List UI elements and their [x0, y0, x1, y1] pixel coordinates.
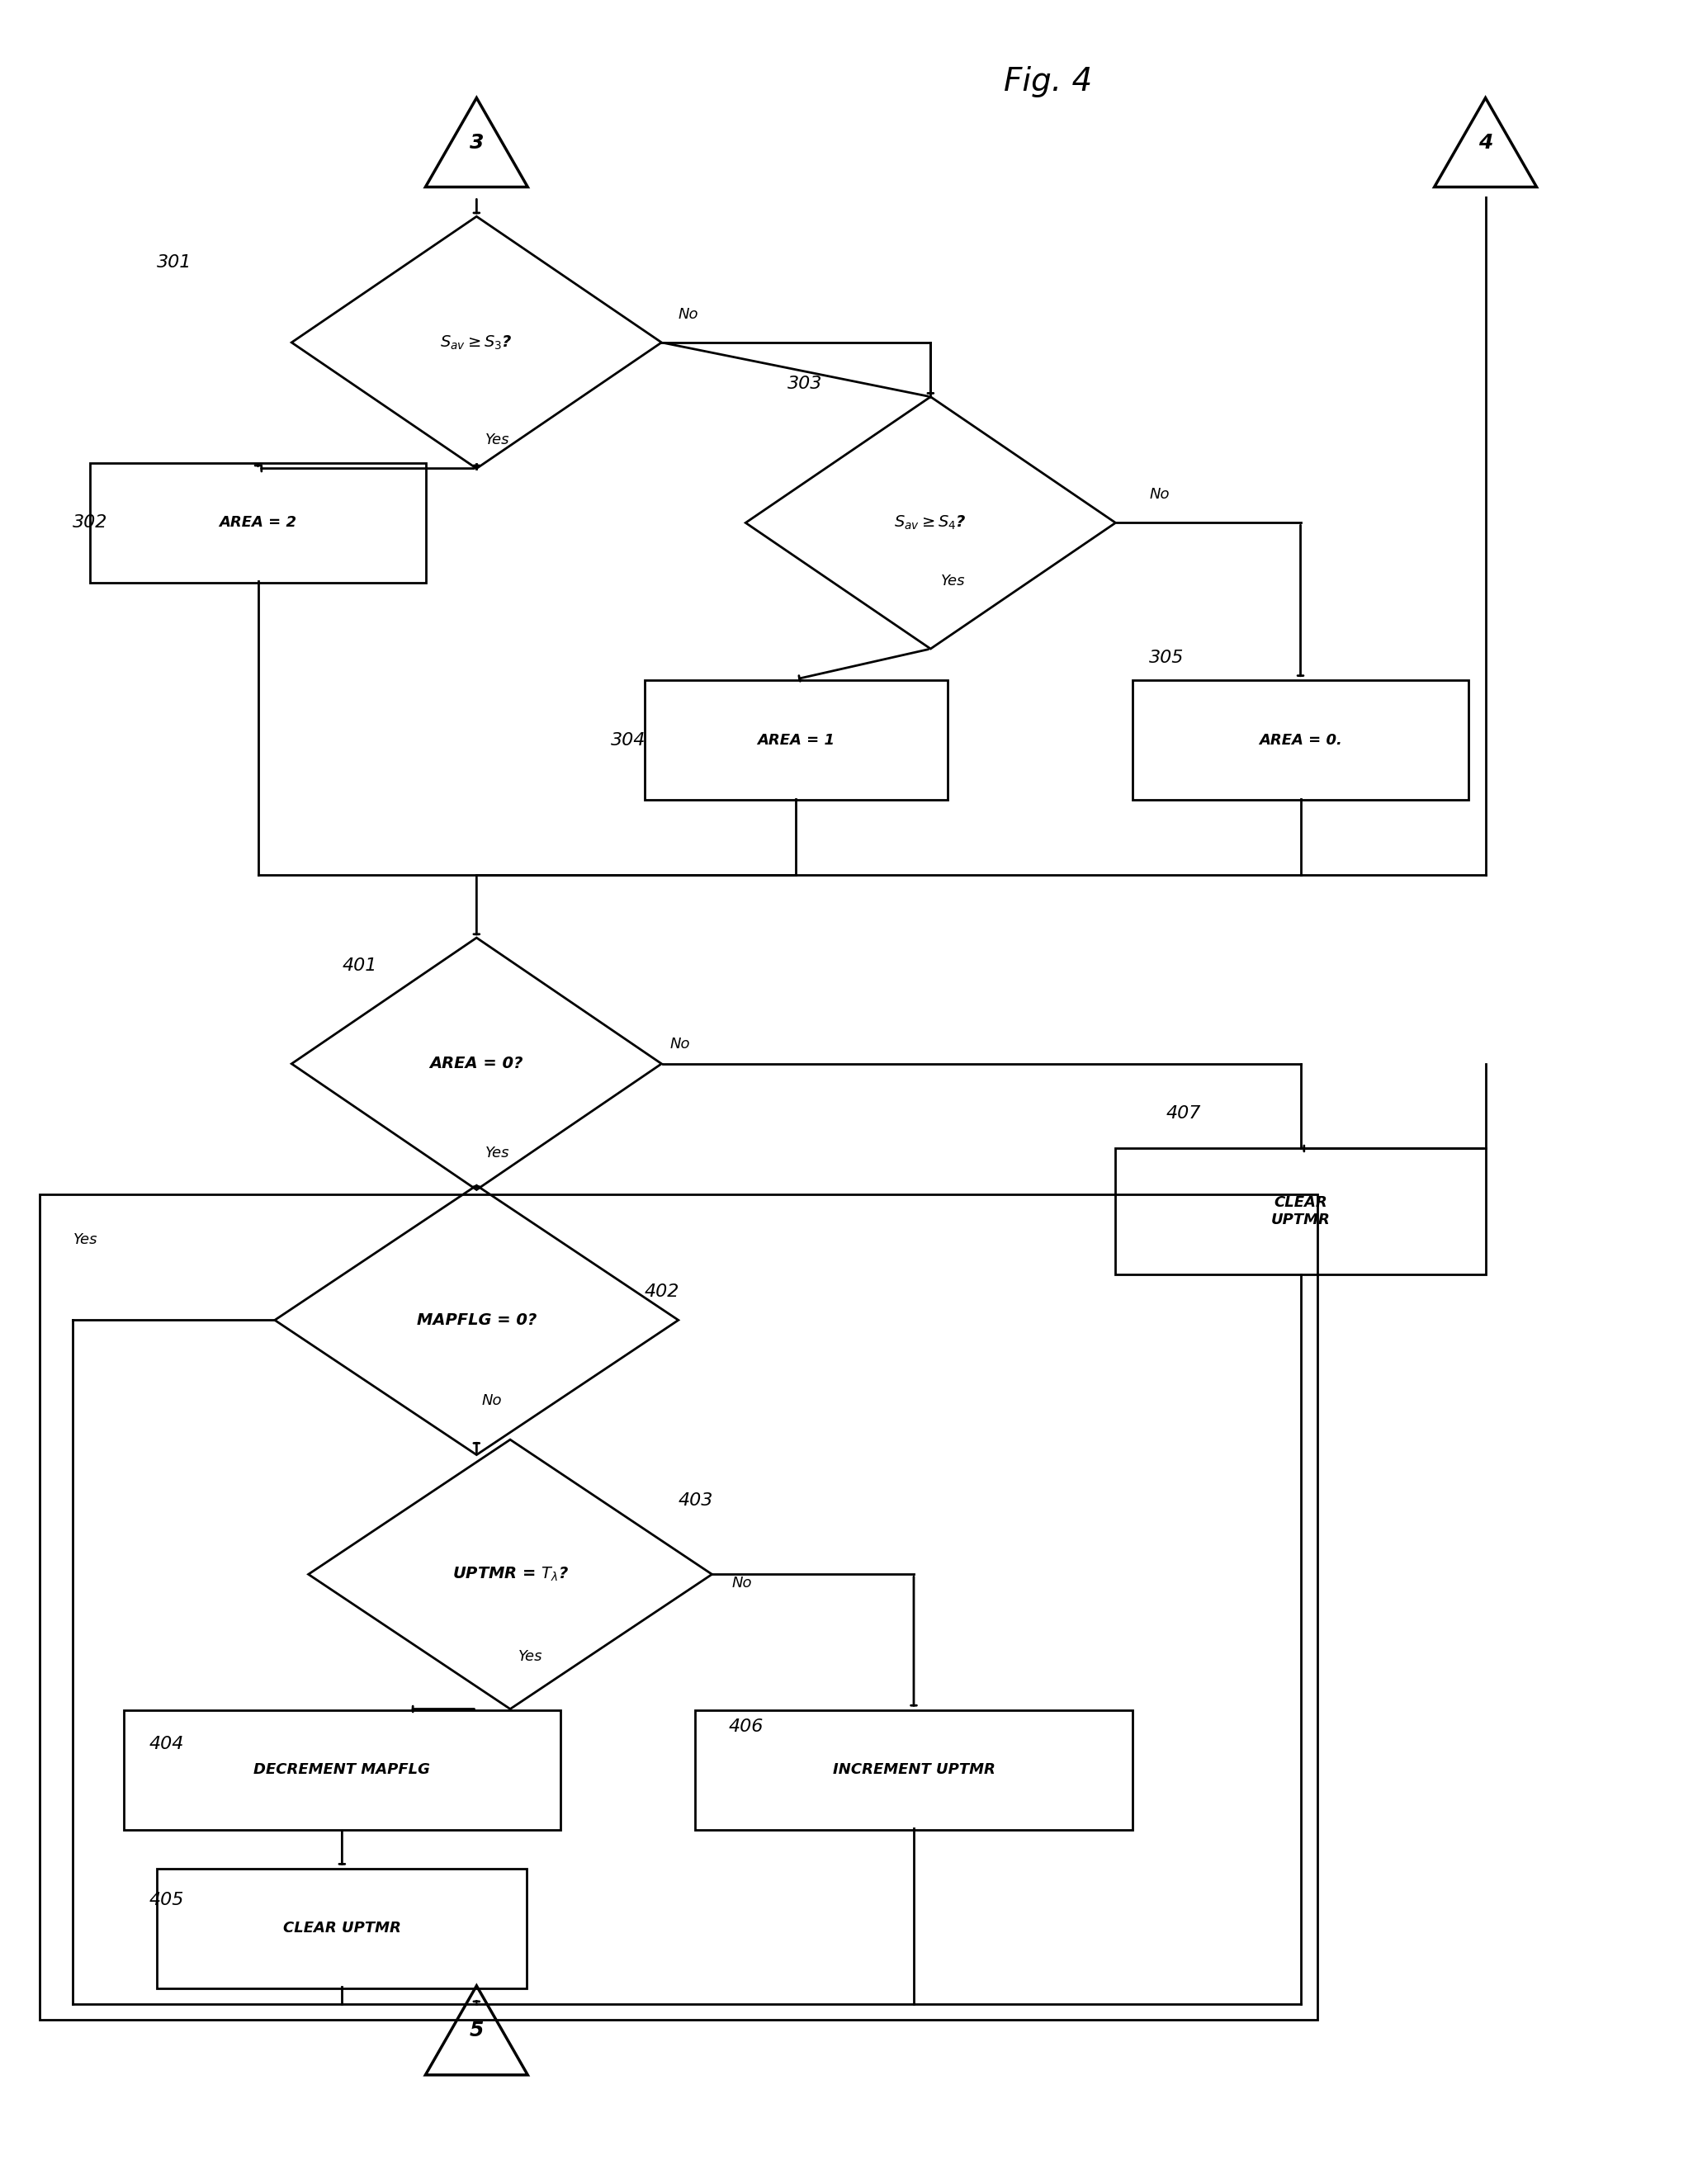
Text: 405: 405 — [149, 1891, 183, 1909]
Text: Yes: Yes — [484, 1144, 510, 1160]
Text: DECREMENT MAPFLG: DECREMENT MAPFLG — [254, 1762, 430, 1778]
Text: $S_{av}$$\geq$$S_3$?: $S_{av}$$\geq$$S_3$? — [440, 334, 513, 352]
Text: 404: 404 — [149, 1736, 183, 1752]
Text: 305: 305 — [1150, 649, 1183, 666]
Text: Fig. 4: Fig. 4 — [1004, 66, 1092, 98]
Text: No: No — [670, 1037, 691, 1053]
Text: 5: 5 — [469, 2020, 484, 2040]
Text: Yes: Yes — [73, 1232, 97, 1247]
Text: CLEAR
UPTMR: CLEAR UPTMR — [1271, 1195, 1331, 1227]
Text: AREA = 0.: AREA = 0. — [1260, 732, 1343, 747]
Text: MAPFLG = 0?: MAPFLG = 0? — [416, 1313, 537, 1328]
Text: $S_{av}$$\geq$$S_4$?: $S_{av}$$\geq$$S_4$? — [894, 513, 967, 531]
Text: 407: 407 — [1166, 1105, 1200, 1123]
Text: 301: 301 — [157, 253, 191, 271]
Text: 304: 304 — [611, 732, 647, 749]
Text: 3: 3 — [469, 133, 484, 153]
Text: No: No — [481, 1393, 501, 1409]
Text: 401: 401 — [342, 959, 378, 974]
Text: Yes: Yes — [518, 1649, 543, 1664]
Text: No: No — [1150, 487, 1170, 502]
Text: 402: 402 — [645, 1284, 679, 1299]
Text: 303: 303 — [787, 376, 823, 391]
Text: 406: 406 — [728, 1719, 764, 1734]
Text: Yes: Yes — [484, 432, 510, 448]
Text: Yes: Yes — [941, 574, 965, 590]
Text: 4: 4 — [1478, 133, 1493, 153]
Text: CLEAR UPTMR: CLEAR UPTMR — [283, 1922, 401, 1935]
Text: INCREMENT UPTMR: INCREMENT UPTMR — [833, 1762, 995, 1778]
Text: 403: 403 — [679, 1492, 713, 1509]
Text: AREA = 0?: AREA = 0? — [430, 1055, 523, 1072]
Text: AREA = 1: AREA = 1 — [757, 732, 835, 747]
Text: UPTMR = $T_\lambda$?: UPTMR = $T_\lambda$? — [452, 1566, 569, 1583]
Text: AREA = 2: AREA = 2 — [218, 515, 296, 531]
Text: 302: 302 — [73, 515, 108, 531]
Text: No: No — [731, 1575, 752, 1590]
Text: No: No — [679, 306, 699, 321]
